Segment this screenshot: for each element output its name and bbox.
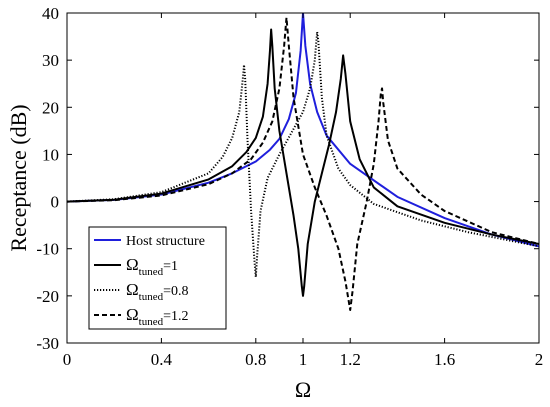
legend-label-subscript: tuned [139,316,164,328]
x-tick-label: 1 [299,350,308,369]
series-line-1 [67,28,539,297]
legend-label-main: Ω [126,305,139,324]
series-line-3 [67,16,539,311]
y-tick-label: 30 [42,51,59,70]
x-tick-label: 0.4 [151,350,173,369]
legend-label-value: =1.2 [163,309,188,324]
x-tick-label: 1.2 [340,350,361,369]
legend-box [88,226,227,330]
legend-label: Ωtuned=1.2 [126,305,189,328]
x-tick-label: 1.6 [434,350,455,369]
y-tick-label: -20 [36,287,59,306]
legend-label: Ωtuned=1 [126,255,178,278]
legend-label-value: =0.8 [163,284,188,299]
y-tick-label: 20 [42,98,59,117]
y-tick-label: 0 [51,193,60,212]
y-axis-title: Receptance (dB) [6,104,31,251]
legend-label-subscript: tuned [139,266,164,278]
legend-label: Ωtuned=0.8 [126,280,189,303]
x-tick-label: 0.8 [245,350,266,369]
y-tick-label: -10 [36,240,59,259]
legend-label: Host structure [126,234,205,249]
x-axis-title: Ω [295,377,311,402]
labels-layer: 0 0.4 0.8 1 1.2 1.6 2 -30 -20 -10 0 10 20 30 40 [36,4,543,369]
y-tick-label: 10 [42,145,59,164]
plot-frame [66,12,540,344]
y-tick-label: -30 [36,334,59,353]
series-layer [67,13,539,311]
legend-label-main: Ω [126,280,139,299]
ticks-layer [66,12,540,344]
legend-label-main: Host structure [126,234,205,249]
x-tick-label: 0 [63,350,72,369]
x-tick-label: 2 [535,350,544,369]
legend-label-main: Ω [126,255,139,274]
legend-label-value: =1 [163,259,178,274]
legend: Host structureΩtuned=1Ωtuned=0.8Ωtuned=1… [88,226,227,330]
y-tick-label: 40 [42,4,59,23]
legend-label-subscript: tuned [139,291,164,303]
series-line-2 [67,30,539,278]
